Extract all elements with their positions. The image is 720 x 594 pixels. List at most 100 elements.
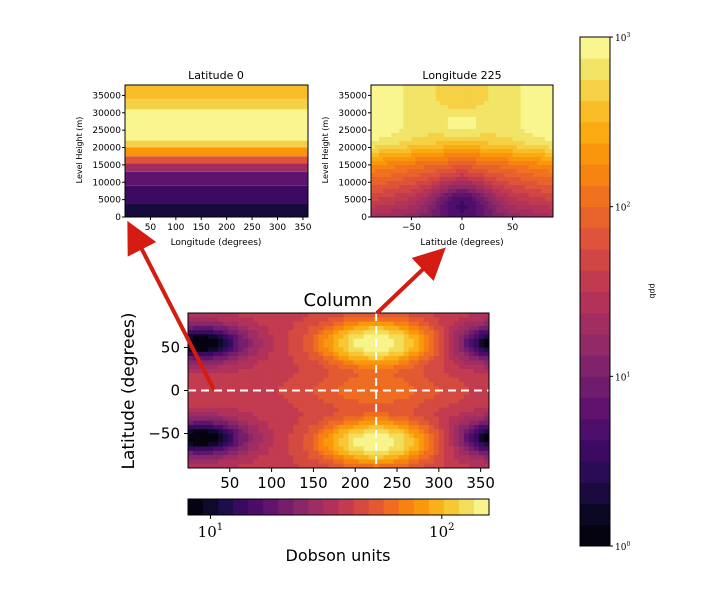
panel2-cell bbox=[451, 189, 457, 194]
panel3-cell bbox=[378, 325, 385, 331]
panel2-cell bbox=[504, 101, 510, 106]
panel2-cell bbox=[419, 129, 425, 134]
panel3-cell bbox=[403, 317, 410, 323]
panel3-cell bbox=[343, 377, 350, 383]
panel3-cell bbox=[278, 407, 284, 413]
panel3-cell bbox=[203, 446, 209, 452]
panel3-cell bbox=[473, 368, 480, 374]
panel3-cell bbox=[328, 364, 335, 370]
colorbar-ppb-tick-label: 103 bbox=[615, 32, 630, 44]
panel3-cell bbox=[248, 420, 254, 426]
panel3-cell bbox=[213, 313, 219, 318]
panel3-cell bbox=[248, 343, 254, 349]
colorbar-ppb-fill bbox=[580, 37, 610, 547]
panel2-cell bbox=[532, 89, 538, 94]
panel2-cell bbox=[395, 205, 400, 210]
panel3-cell bbox=[188, 446, 194, 452]
panel2-cell bbox=[492, 141, 497, 146]
panel3-cell bbox=[203, 338, 209, 344]
panel2-cell bbox=[383, 181, 388, 186]
panel2-cell bbox=[472, 173, 477, 178]
panel3-cell bbox=[418, 364, 425, 370]
panel3-cell bbox=[403, 459, 410, 465]
panel3-cell bbox=[293, 360, 299, 366]
panel2-cell bbox=[504, 161, 510, 166]
panel3-cell bbox=[288, 412, 294, 417]
panel3-cell bbox=[403, 377, 410, 383]
panel3-cell bbox=[253, 433, 259, 439]
panel3-x-tick-label: 250 bbox=[383, 474, 412, 492]
panel2-cell bbox=[379, 177, 384, 182]
panel3-cell bbox=[293, 356, 299, 361]
panel2-cell bbox=[500, 157, 506, 162]
panel3-cell bbox=[283, 429, 289, 435]
panel2-cell bbox=[415, 177, 421, 182]
panel2-cell bbox=[447, 105, 453, 110]
panel2-cell bbox=[540, 109, 546, 114]
panel2-cell bbox=[512, 109, 518, 114]
panel3-cell bbox=[213, 325, 219, 331]
panel1-x-tick-label: 50 bbox=[145, 223, 157, 233]
panel2-cell bbox=[536, 93, 542, 98]
panel3-cell bbox=[368, 377, 375, 383]
panel3-cell bbox=[323, 368, 330, 374]
panel3-cell bbox=[363, 399, 370, 405]
panel3-cell bbox=[478, 459, 485, 465]
panel3-cell bbox=[398, 433, 405, 439]
panel3-cell bbox=[208, 424, 214, 430]
panel2-cell bbox=[447, 205, 453, 210]
panel2-cell bbox=[468, 105, 473, 110]
panel2-cell bbox=[512, 169, 518, 174]
panel3-cell bbox=[458, 437, 465, 443]
panel2-cell bbox=[476, 125, 481, 130]
panel2-cell bbox=[399, 209, 404, 214]
panel3-cell bbox=[428, 459, 435, 465]
panel2-cell bbox=[387, 129, 392, 134]
panel2-cell bbox=[411, 117, 417, 122]
panel2-cell bbox=[488, 141, 493, 146]
panel3-cell bbox=[358, 334, 365, 340]
panel3-cell bbox=[278, 394, 284, 400]
panel3-cell bbox=[293, 412, 299, 417]
panel3-cell bbox=[258, 377, 264, 383]
panel2-cell bbox=[387, 153, 392, 158]
panel2-cell bbox=[375, 85, 380, 90]
panel3-cell bbox=[268, 343, 274, 349]
panel3-cell bbox=[228, 330, 234, 336]
panel3-cell bbox=[333, 334, 340, 340]
panel2-cell bbox=[520, 133, 526, 138]
panel3-cell bbox=[393, 381, 400, 387]
panel3-cell bbox=[443, 459, 450, 465]
panel2-cell bbox=[383, 165, 388, 170]
panel2-cell bbox=[508, 185, 514, 190]
panel3-cell bbox=[423, 334, 430, 340]
panel2-cell bbox=[383, 197, 388, 202]
panel3-cell bbox=[463, 390, 470, 396]
panel3-cell bbox=[343, 403, 350, 409]
panel2-cell bbox=[419, 133, 425, 138]
panel2-cell bbox=[536, 169, 542, 174]
panel3-cell bbox=[473, 403, 480, 409]
panel2-cell bbox=[451, 129, 457, 134]
panel3-cell bbox=[428, 364, 435, 370]
panel3-cell bbox=[228, 381, 234, 387]
panel3-cell bbox=[408, 343, 415, 349]
panel3-cell bbox=[423, 360, 430, 366]
panel3-cell bbox=[363, 368, 370, 374]
panel2-cell bbox=[496, 109, 502, 114]
panel2-cell bbox=[407, 113, 413, 118]
panel3-cell bbox=[308, 442, 315, 448]
panel3-cell bbox=[333, 446, 340, 452]
panel3-cell bbox=[208, 412, 214, 417]
panel3-cell bbox=[388, 386, 395, 392]
panel2-cell bbox=[439, 185, 445, 190]
panel3-cell bbox=[408, 317, 415, 323]
panel2-cell bbox=[419, 213, 425, 217]
panel2-cell bbox=[451, 165, 457, 170]
panel3-cell bbox=[233, 433, 239, 439]
panel2-cell bbox=[536, 145, 542, 150]
panel3-cell bbox=[333, 347, 340, 353]
panel3-cell bbox=[478, 412, 485, 417]
panel2-cell bbox=[524, 193, 530, 198]
panel3-cell bbox=[263, 429, 269, 435]
